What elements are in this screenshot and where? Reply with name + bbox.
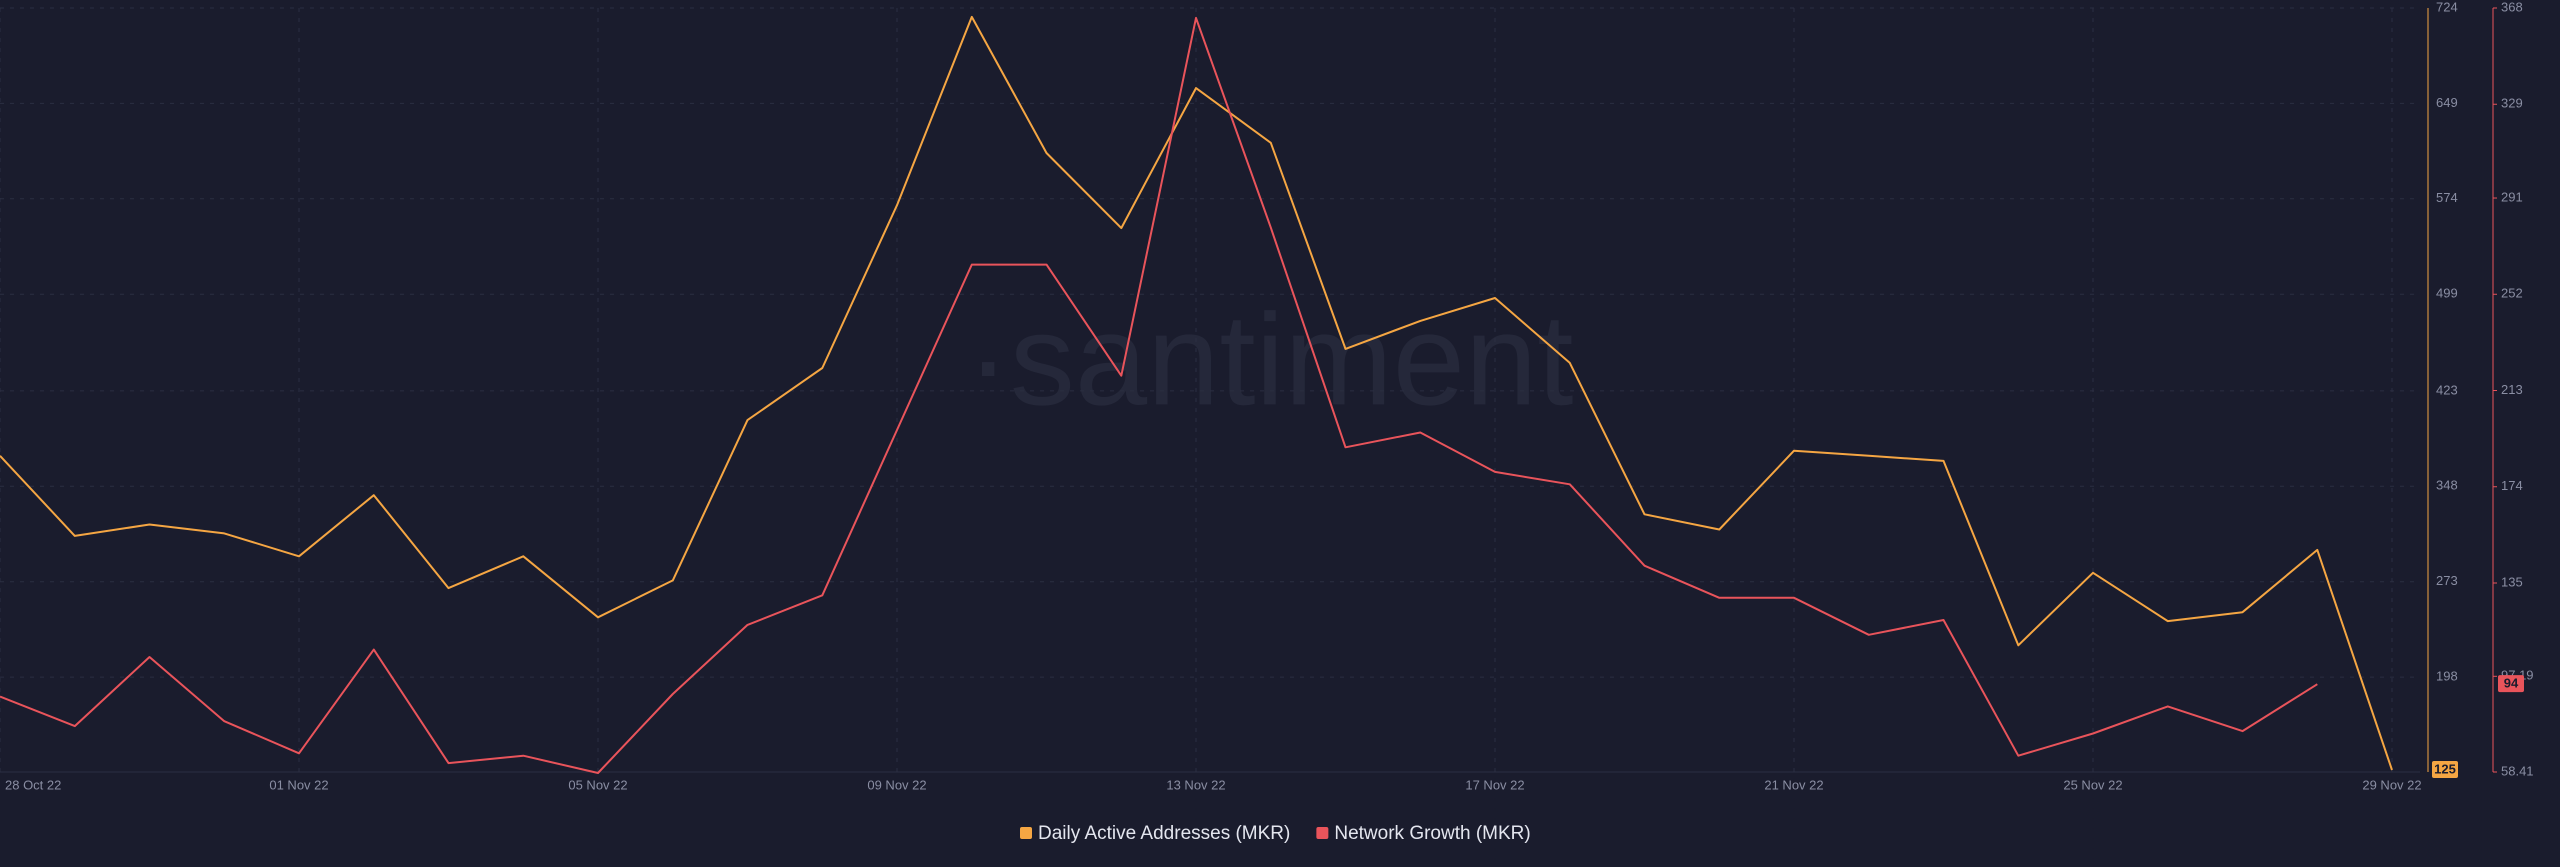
legend-swatch <box>1316 827 1329 839</box>
y-tick-label: 423 <box>2436 382 2458 397</box>
x-tick-label: 05 Nov 22 <box>568 777 627 792</box>
watermark: ·santiment <box>967 286 1574 432</box>
badge-bg <box>2498 675 2524 693</box>
y-tick-label: 273 <box>2436 573 2458 588</box>
y-tick-label: 574 <box>2436 190 2458 205</box>
x-tick-label: 25 Nov 22 <box>2063 777 2122 792</box>
value-badge: 94 <box>2498 675 2524 693</box>
y-tick-label: 499 <box>2436 286 2458 301</box>
x-tick-label: 17 Nov 22 <box>1465 777 1524 792</box>
x-tick-label: 01 Nov 22 <box>269 777 328 792</box>
y-tick-label: 724 <box>2436 0 2458 14</box>
y-tick-label: 348 <box>2436 478 2458 493</box>
badge-bg <box>2432 760 2458 778</box>
y-tick-label: 198 <box>2436 669 2458 684</box>
x-tick-label: 13 Nov 22 <box>1166 777 1225 792</box>
y2-tick-label: 368 <box>2501 0 2523 14</box>
x-tick-label: 09 Nov 22 <box>867 777 926 792</box>
y2-tick-label: 58.41 <box>2501 763 2534 778</box>
x-tick-label: 21 Nov 22 <box>1764 777 1823 792</box>
y2-tick-label: 291 <box>2501 189 2523 204</box>
y2-tick-label: 252 <box>2501 286 2523 301</box>
x-tick-label: 28 Oct 22 <box>5 777 61 792</box>
line-series <box>0 15 2393 771</box>
y2-tick-label: 213 <box>2501 382 2523 397</box>
y2-tick-label: 174 <box>2501 478 2523 493</box>
value-label: 125 <box>2434 761 2456 776</box>
legend-label: Network Growth (MKR) <box>1334 823 1530 844</box>
line-series <box>0 16 2318 774</box>
legend-label: Daily Active Addresses (MKR) <box>1038 823 1290 844</box>
legend-swatch <box>1020 827 1032 839</box>
y2-tick-label: 329 <box>2501 96 2523 111</box>
value-badge: 125 <box>2432 760 2458 778</box>
y-tick-label: 649 <box>2436 95 2458 110</box>
value-label: 94 <box>2504 676 2519 691</box>
y2-tick-label: 135 <box>2501 574 2523 589</box>
x-tick-label: 29 Nov 22 <box>2362 777 2421 792</box>
